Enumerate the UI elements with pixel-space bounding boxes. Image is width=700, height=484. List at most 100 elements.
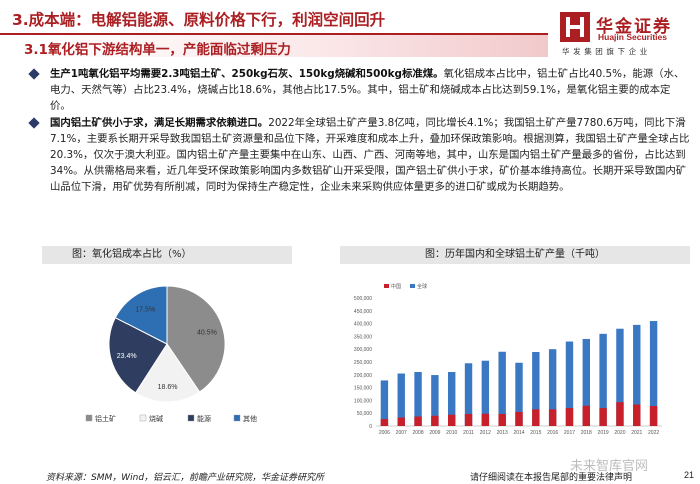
y-tick-label: 300,000 — [354, 347, 372, 353]
bullet-lead: 国内铝土矿供小于求，满足长期需求依赖进口。 — [50, 117, 269, 129]
pie-slice — [166, 285, 226, 393]
y-tick-label: 350,000 — [354, 334, 372, 340]
bar-china — [633, 404, 641, 426]
bullet-lead: 生产1吨氧化铝平均需要2.3吨铝土矿、250kg石灰、150kg烧碱和500kg… — [50, 68, 444, 80]
bar-china — [498, 413, 506, 426]
bar-china — [414, 416, 422, 426]
x-tick-label: 2016 — [547, 430, 558, 436]
y-tick-label: 500,000 — [354, 296, 372, 302]
x-tick-label: 2015 — [530, 430, 541, 436]
pie-chart-svg: 40.5% 18.6% 23.4% 17.5% 铝土矿 烧碱 能源 其他 — [85, 285, 257, 423]
watermark: 未来智库官网 — [570, 459, 649, 474]
pie-legend-label: 铝土矿 — [95, 414, 116, 423]
pie-slice — [134, 343, 201, 403]
title-divider — [0, 33, 548, 35]
logo-cn-text: 华金证券 — [596, 17, 672, 37]
bar-global — [431, 375, 439, 426]
bar-global — [515, 362, 523, 426]
y-tick-label: 100,000 — [354, 398, 372, 404]
section-subtitle: 3.1氧化铝下游结构单一，产能面临过剩压力 — [24, 42, 291, 58]
bar-china — [431, 415, 439, 426]
pie-legend-swatch — [187, 414, 195, 422]
bar-global — [464, 363, 473, 426]
pie-legend-swatch — [233, 414, 241, 422]
source-note: 资料来源：SMM，Wind，铝云汇，前瞻产业研究院，华金证券研究所 — [46, 473, 325, 483]
brand-logo: 华金证券 Huajin Securities 华发集团旗下企业 — [556, 10, 696, 62]
pie-chart: 40.5% 18.6% 23.4% 17.5% 铝土矿 烧碱 能源 其他 — [42, 268, 292, 438]
x-tick-label: 2007 — [396, 430, 407, 436]
bullet-diamond-icon — [28, 117, 40, 129]
bar-china — [481, 413, 490, 426]
pie-legend-label: 能源 — [197, 414, 211, 423]
x-tick-label: 2012 — [480, 430, 491, 436]
bar-china — [464, 413, 473, 426]
bar-china — [548, 409, 557, 426]
bar-global — [649, 321, 658, 426]
pie-slice — [114, 285, 168, 345]
bar-china — [616, 402, 624, 426]
y-tick-label: 50,000 — [357, 411, 373, 417]
pie-slice — [108, 316, 168, 394]
bullet-body: 2022年全球铝土矿产量3.8亿吨，同比增长4.1%；我国铝土矿产量7780.6… — [50, 117, 690, 193]
bar-global — [599, 333, 607, 426]
x-tick-label: 2011 — [463, 430, 474, 436]
bar-china — [397, 417, 405, 426]
bar-global — [414, 371, 422, 426]
pie-legend-label: 其他 — [243, 414, 257, 423]
subtitle-band — [20, 35, 548, 57]
bullet-item: 生产1吨氧化铝平均需要2.3吨铝土矿、250kg石灰、150kg烧碱和500kg… — [28, 66, 690, 114]
disclaimer-note: 请仔细阅读在本报告尾部的重要法律声明 — [470, 473, 633, 483]
y-tick-label: 450,000 — [354, 309, 372, 315]
bullet-list: 生产1吨氧化铝平均需要2.3吨铝土矿、250kg石灰、150kg烧碱和500kg… — [28, 66, 690, 195]
bar-china — [380, 419, 389, 426]
x-tick-label: 2022 — [648, 430, 659, 436]
pie-legend-swatch — [139, 414, 147, 422]
y-tick-label: 400,000 — [354, 322, 372, 328]
bar-legend-label: 中国 — [391, 283, 401, 290]
x-tick-label: 2014 — [513, 430, 524, 436]
bar-legend-swatch — [410, 284, 415, 288]
x-tick-label: 2010 — [446, 430, 457, 436]
bar-china — [649, 406, 658, 426]
bar-china — [599, 408, 607, 426]
bar-global — [633, 324, 641, 426]
page-title: 3.成本端：电解铝能源、原料价格下行，利润空间回升 — [12, 11, 386, 29]
bar-china — [515, 411, 523, 426]
bar-chart-svg: 0 50,000 100,000 150,000 200,000 250,000 300,0… — [354, 283, 662, 436]
figure-title-bar: 图：历年国内和全球铝土矿产量（千吨） — [340, 246, 690, 264]
x-tick-label: 2006 — [379, 430, 390, 436]
bar-global — [448, 371, 456, 426]
bar-global — [397, 373, 405, 426]
x-tick-label: 2020 — [614, 430, 625, 436]
y-tick-label: 200,000 — [354, 373, 372, 379]
bar-china — [448, 414, 456, 426]
pie-legend-swatch — [85, 414, 93, 422]
x-tick-label: 2017 — [564, 430, 575, 436]
bar-legend-label: 全球 — [417, 283, 427, 290]
bullet-item: 国内铝土矿供小于求，满足长期需求依赖进口。2022年全球铝土矿产量3.8亿吨，同… — [28, 115, 690, 195]
bar-china — [532, 409, 540, 426]
bar-global — [548, 349, 557, 426]
figure-title-pie: 图：氧化铝成本占比（%） — [42, 246, 292, 264]
bar-global — [498, 351, 506, 426]
y-tick-label: 250,000 — [354, 360, 372, 366]
bullet-body: 氧化铝成本占比中，铝土矿占比40.5%，能源（水、电力、天然气等）占比23.4%… — [50, 68, 685, 112]
x-tick-label: 2021 — [631, 430, 642, 436]
bar-global — [565, 341, 574, 426]
logo-mark-icon — [560, 12, 590, 42]
bar-global — [616, 328, 624, 426]
pie-data-label: 23.4% — [117, 353, 137, 360]
bar-legend-swatch — [384, 284, 389, 288]
bar-global — [481, 360, 490, 426]
y-tick-label: 0 — [369, 424, 372, 430]
bar-global — [532, 352, 540, 426]
page-number: 21 — [684, 470, 695, 480]
bar-chart: 0 50,000 100,000 150,000 200,000 250,000 300,0… — [340, 268, 692, 446]
bar-global — [380, 380, 389, 426]
bullet-diamond-icon — [28, 68, 40, 80]
logo-tagline: 华发集团旗下企业 — [562, 47, 651, 56]
x-tick-label: 2008 — [412, 430, 423, 436]
bar-global — [582, 338, 590, 426]
pie-data-label: 18.6% — [158, 384, 178, 391]
pie-data-label: 17.5% — [135, 306, 155, 313]
